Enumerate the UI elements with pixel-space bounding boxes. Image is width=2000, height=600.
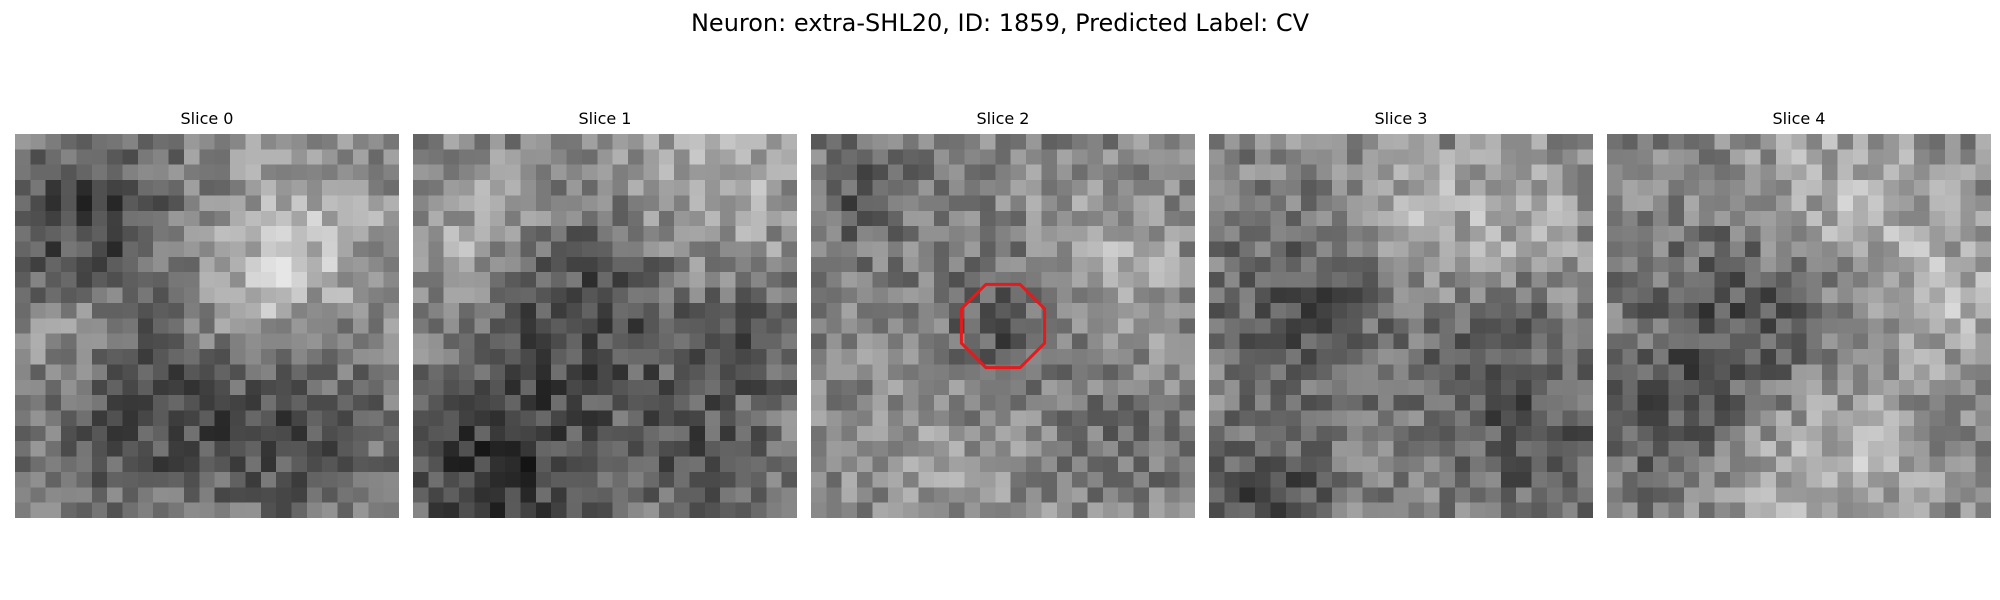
slice-panel-3: Slice 3 — [1209, 108, 1593, 518]
slice-title-2: Slice 2 — [976, 109, 1030, 128]
slice-image-4 — [1607, 134, 1991, 518]
slice-panel-4: Slice 4 — [1607, 108, 1991, 518]
slice-title-4: Slice 4 — [1772, 109, 1826, 128]
slice-image-2 — [811, 134, 1195, 518]
figure-title: Neuron: extra-SHL20, ID: 1859, Predicted… — [690, 9, 1310, 37]
slice-image-1 — [413, 134, 797, 518]
slice-title-1: Slice 1 — [578, 109, 632, 128]
slice-panel-0: Slice 0 — [15, 108, 399, 518]
slice-panel-1: Slice 1 — [413, 108, 797, 518]
slice-title-3: Slice 3 — [1374, 109, 1428, 128]
slice-image-3 — [1209, 134, 1593, 518]
slice-panel-2: Slice 2 — [811, 108, 1195, 518]
slice-image-0 — [15, 134, 399, 518]
slice-title-0: Slice 0 — [180, 109, 234, 128]
